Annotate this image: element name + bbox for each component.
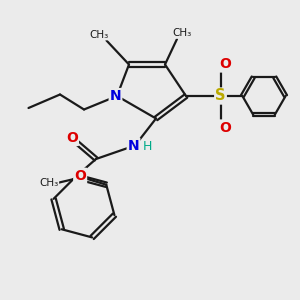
Text: N: N [128, 139, 139, 152]
Text: S: S [215, 88, 226, 104]
Text: CH₃: CH₃ [89, 29, 109, 40]
Text: O: O [219, 121, 231, 134]
Text: CH₃: CH₃ [172, 28, 191, 38]
Text: O: O [66, 131, 78, 145]
Text: CH₃: CH₃ [39, 178, 58, 188]
Text: N: N [110, 89, 121, 103]
Text: O: O [219, 58, 231, 71]
Text: H: H [143, 140, 152, 154]
Text: O: O [74, 169, 86, 183]
